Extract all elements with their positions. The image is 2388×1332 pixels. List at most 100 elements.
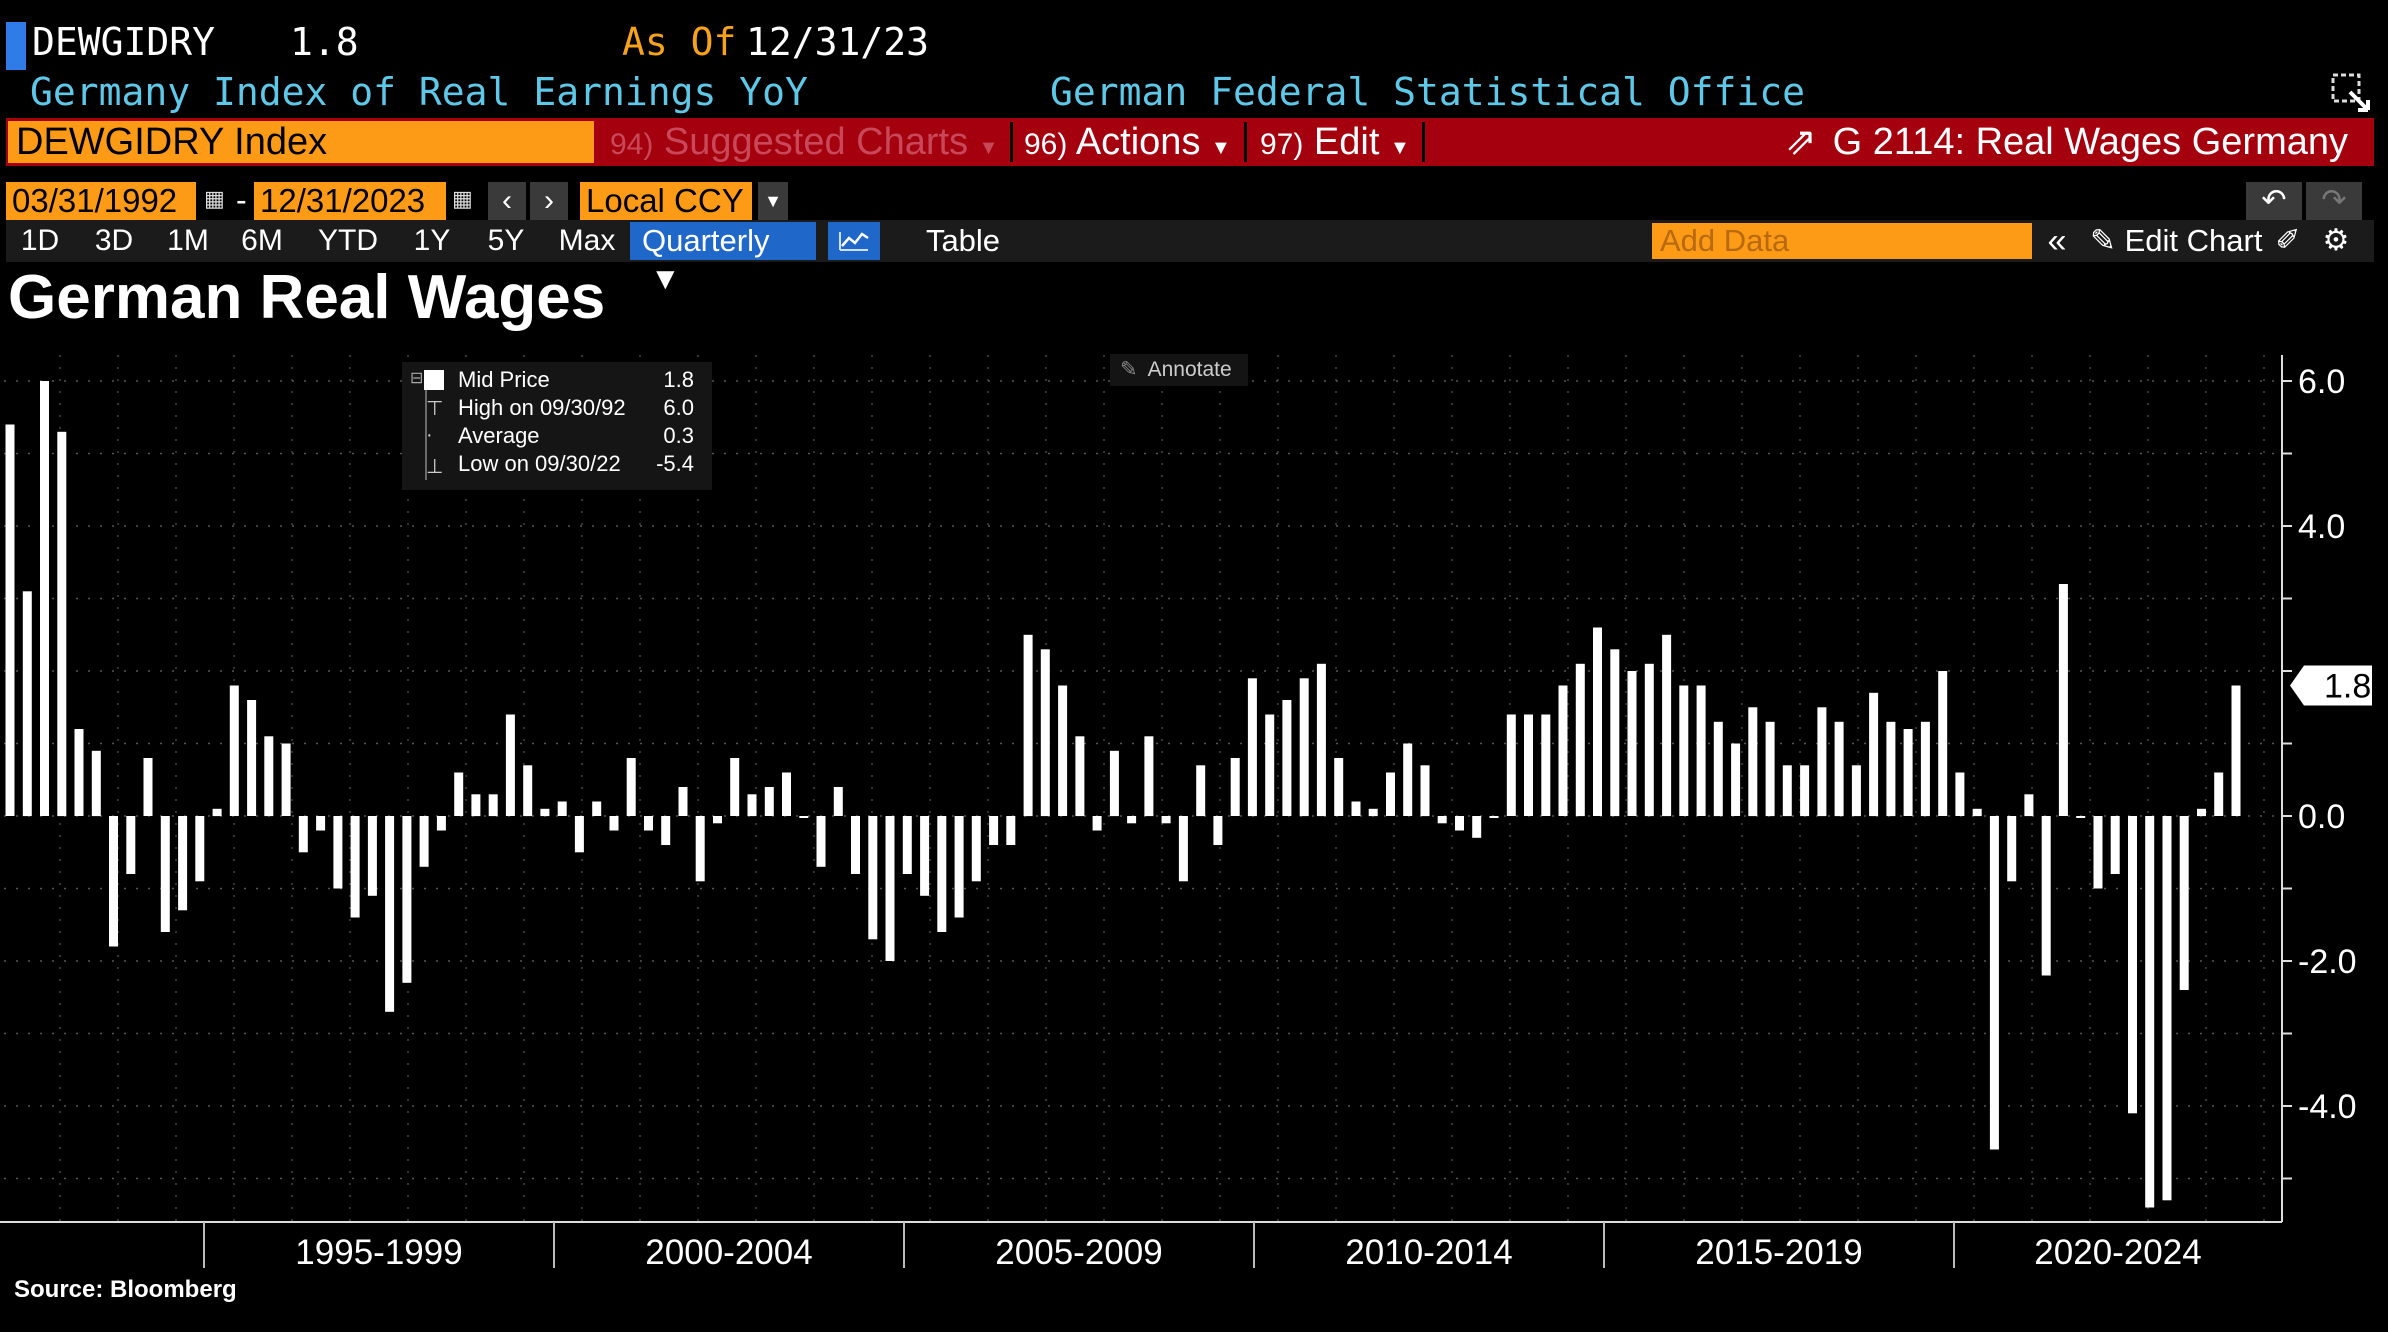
period-5y[interactable]: 5Y [487,224,525,257]
draw-tool-icon[interactable]: ✐ [2275,224,2301,257]
pencil-icon: ✎ [1120,358,1138,381]
bar [816,816,826,867]
currency-dropdown-icon[interactable]: ▼ [758,182,788,220]
line-chart-icon[interactable] [828,222,880,260]
bar [1989,816,1999,1150]
last-value-marker [2290,665,2372,706]
annotate-button[interactable]: ✎ Annotate [1110,354,1248,386]
bar [902,816,912,874]
period-6m[interactable]: 6M [241,224,283,257]
bar [2024,794,2034,817]
collapse-icon[interactable]: ⊟ [410,370,424,387]
bar [1075,736,1085,817]
bar [1109,750,1119,817]
frequency-select[interactable]: Quarterly ▼ [630,222,816,296]
add-data-input[interactable]: Add Data [1652,223,2032,259]
gear-icon[interactable]: ⚙ [2322,224,2350,257]
bar [2093,816,2103,889]
legend-average-label: Average [458,423,540,448]
bar [782,772,791,816]
bar [1455,816,1464,831]
calendar-icon[interactable]: ▦ [452,186,473,211]
bar [1644,663,1654,817]
average-marker-icon: · [426,424,433,446]
bar [109,816,118,947]
suggested-charts-menu[interactable]: 94) Suggested Charts ▼ [610,118,998,166]
command-bar: DEWGIDRY Index 94) Suggested Charts ▼ 96… [6,118,2374,166]
bar [1713,721,1723,817]
end-date-field[interactable]: 12/31/2023 [254,182,446,220]
bar [1955,772,1965,816]
legend-mid-label: Mid Price [458,367,550,392]
bar [661,816,671,845]
bar [247,700,257,816]
period-toolbar: 1D 3D 1M 6M YTD 1Y 5Y Max Quarterly ▼ Ta… [6,220,2374,296]
chart-name-link[interactable]: ⇗ G 2114: Real Wages Germany [1785,118,2348,166]
bar [1679,685,1689,816]
period-1d[interactable]: 1D [20,224,60,257]
bar [989,816,999,845]
period-1y[interactable]: 1Y [413,224,451,257]
frequency-label: Quarterly [642,223,770,258]
redo-icon[interactable]: ↷ [2306,182,2362,220]
header-marker [6,22,26,70]
bar [1972,808,1982,817]
security-field[interactable]: DEWGIDRY Index [8,121,594,163]
bar [2076,816,2086,818]
period-3d[interactable]: 3D [94,224,134,257]
bar [1575,663,1585,817]
bar [644,816,653,831]
period-max[interactable]: Max [558,224,616,257]
bar [833,787,843,816]
undo-icon[interactable]: ↶ [2246,182,2302,220]
bar [419,816,429,867]
next-arrow-icon[interactable]: › [530,182,568,220]
edit-label: Edit [1313,121,1380,163]
bar [126,816,136,874]
bar [1920,721,1930,817]
bar [2110,816,2120,874]
separator [1010,122,1013,162]
bar [350,816,360,918]
bar [505,714,515,816]
bar [1351,801,1361,816]
bar [971,816,981,882]
bar [1247,678,1257,817]
asof-date[interactable]: 12/31/23 [746,20,930,64]
period-1m[interactable]: 1M [167,224,209,257]
bar [540,808,550,817]
actions-menu[interactable]: 96) Actions ▼ [1024,118,1231,166]
chevron-down-icon: ▼ [650,261,681,296]
gridlines [4,355,2282,1222]
x-tick-label: 2015-2019 [1695,1233,1862,1272]
edit-menu[interactable]: 97) Edit ▼ [1260,118,1410,166]
calendar-icon[interactable]: ▦ [204,186,225,211]
legend-box[interactable]: ⊟ ⊤ · ⊥ Mid Price 1.8 High on 09/30/92 6… [402,362,712,490]
start-date-field[interactable]: 03/31/1992 [6,182,196,220]
actions-number: 96) [1024,128,1068,161]
period-ytd[interactable]: YTD [318,224,378,257]
bar [143,758,153,816]
collapse-double-chevron-icon[interactable]: « [2047,222,2067,260]
chevron-down-icon: ▼ [1389,137,1410,159]
bar [868,816,878,940]
legend-mid-value: 1.8 [663,367,694,392]
bar [885,816,895,961]
annotate-label: Annotate [1147,358,1232,381]
bar [2231,685,2241,816]
bar [1472,816,1482,838]
legend-low-value: -5.4 [656,451,694,476]
expand-window-icon[interactable] [2330,72,2372,114]
legend-high-value: 6.0 [663,395,694,420]
table-button[interactable]: Table [925,223,1001,258]
bar [1144,736,1154,817]
previous-arrow-icon[interactable]: ‹ [488,182,526,220]
bar [954,816,964,918]
edit-chart-button[interactable]: ✎ Edit Chart [2090,220,2262,262]
bar [367,816,377,896]
currency-select[interactable]: Local CCY [580,182,752,220]
bar [1541,714,1551,816]
bar [695,816,705,882]
bar [1800,765,1810,817]
bar [264,736,274,817]
